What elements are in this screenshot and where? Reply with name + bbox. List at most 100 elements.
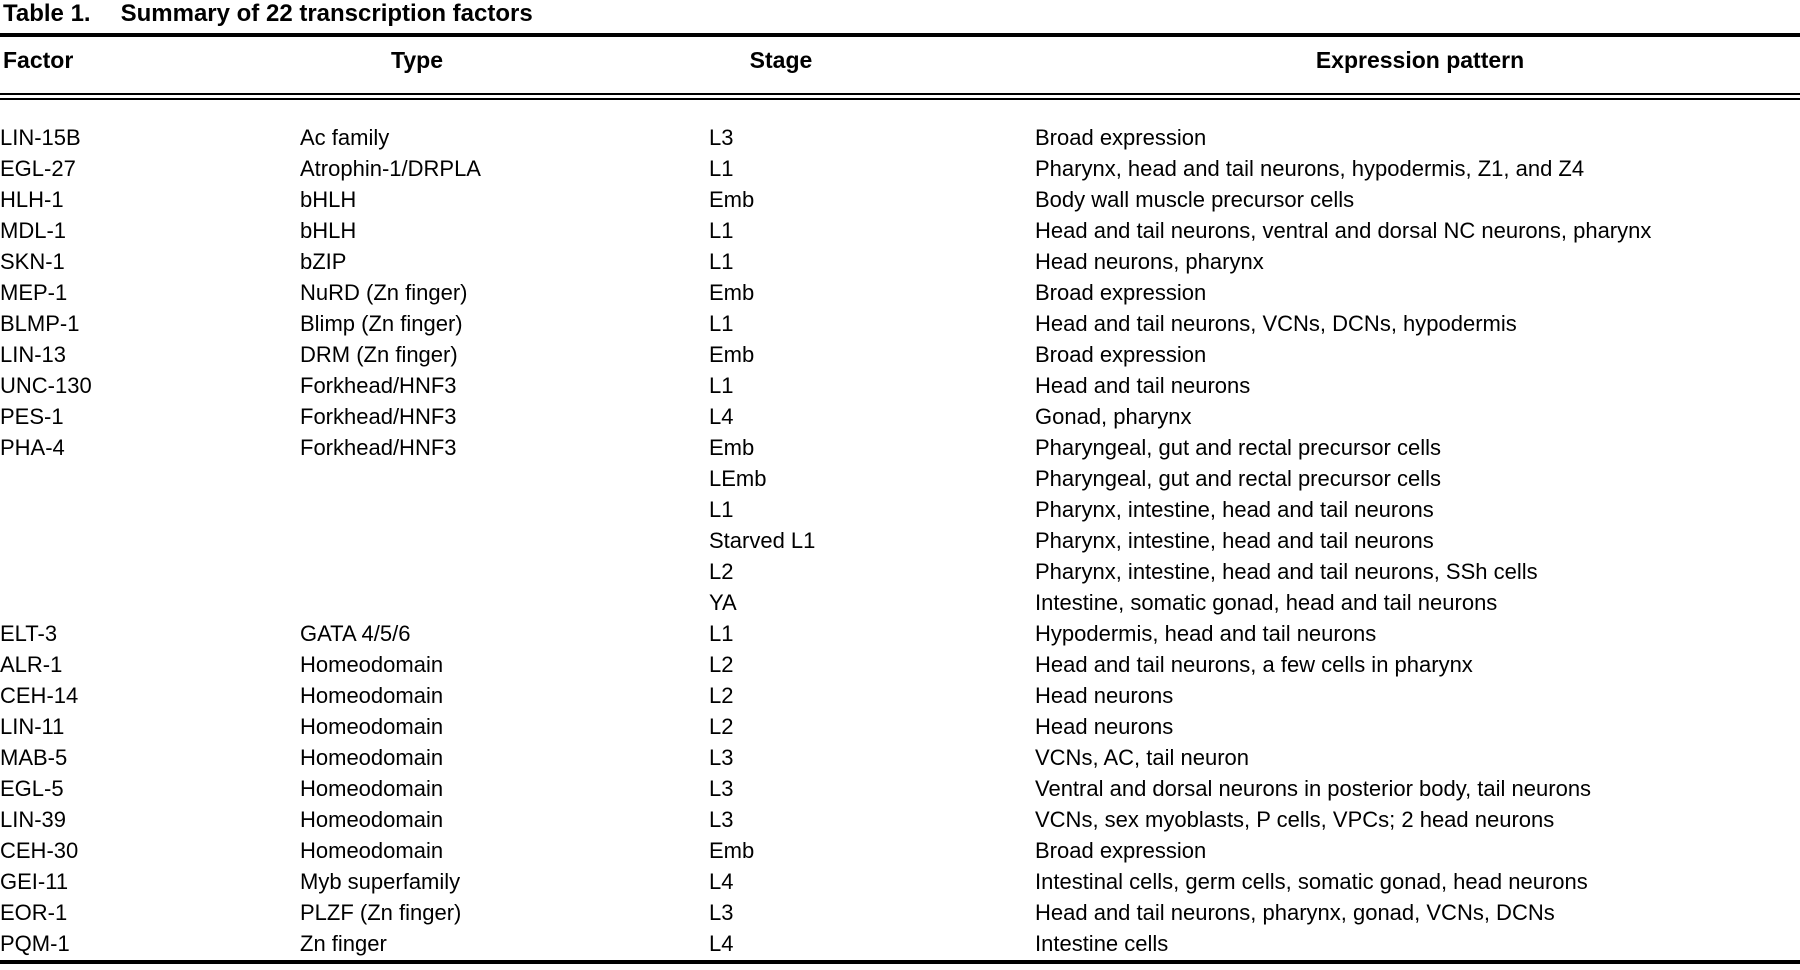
- table-row: MAB-5 Homeodomain L3 VCNs, AC, tail neur…: [0, 742, 1800, 773]
- cell-factor: CEH-30: [0, 838, 79, 863]
- cell-type: Homeodomain: [300, 745, 444, 770]
- cell-factor: GEI-11: [0, 869, 69, 894]
- cell-expression: Broad expression: [1035, 125, 1207, 150]
- cell-factor: HLH-1: [0, 187, 64, 212]
- cell-stage: L2: [709, 652, 734, 677]
- table-row: HLH-1 bHLH Emb Body wall muscle precurso…: [0, 184, 1800, 215]
- table-row: LIN-13 DRM (Zn finger) Emb Broad express…: [0, 339, 1800, 370]
- cell-expression: Broad expression: [1035, 838, 1207, 863]
- cell-type: Zn finger: [300, 931, 387, 956]
- cell-stage: Emb: [709, 187, 755, 212]
- table-row: CEH-30 Homeodomain Emb Broad expression: [0, 835, 1800, 866]
- cell-type: Forkhead/HNF3: [300, 404, 457, 429]
- cell-expression: Head neurons: [1035, 683, 1174, 708]
- cell-stage: L3: [709, 745, 734, 770]
- cell-factor: LIN-13: [0, 342, 67, 367]
- table-row: YA Intestine, somatic gonad, head and ta…: [0, 587, 1800, 618]
- column-header-type: Type: [391, 47, 443, 73]
- column-header-stage: Stage: [749, 47, 813, 73]
- cell-type: [300, 587, 709, 618]
- cell-stage: YA: [709, 590, 737, 615]
- cell-type: [300, 494, 709, 525]
- cell-factor: CEH-14: [0, 683, 79, 708]
- cell-type: [300, 463, 709, 494]
- cell-type: Homeodomain: [300, 652, 444, 677]
- cell-expression: Intestine, somatic gonad, head and tail …: [1035, 590, 1498, 615]
- table-body: LIN-15B Ac family L3 Broad expression EG…: [0, 122, 1800, 959]
- cell-stage: L4: [709, 869, 734, 894]
- table-row: ELT-3 GATA 4/5/6 L1 Hypodermis, head and…: [0, 618, 1800, 649]
- table-row: PQM-1 Zn finger L4 Intestine cells: [0, 928, 1800, 959]
- cell-factor: EGL-27: [0, 156, 76, 181]
- table-row: GEI-11 Myb superfamily L4 Intestinal cel…: [0, 866, 1800, 897]
- cell-stage: LEmb: [709, 466, 767, 491]
- cell-stage: L1: [709, 373, 734, 398]
- table-number-label: Table 1.: [3, 0, 91, 27]
- cell-expression: VCNs, sex myoblasts, P cells, VPCs; 2 he…: [1035, 807, 1555, 832]
- table-row: LEmb Pharyngeal, gut and rectal precurso…: [0, 463, 1800, 494]
- cell-factor: LIN-15B: [0, 125, 81, 150]
- table-row: PHA-4 Forkhead/HNF3 Emb Pharyngeal, gut …: [0, 432, 1800, 463]
- cell-type: Forkhead/HNF3: [300, 373, 457, 398]
- cell-stage: L2: [709, 683, 734, 708]
- cell-type: GATA 4/5/6: [300, 621, 411, 646]
- cell-type: Homeodomain: [300, 714, 444, 739]
- cell-expression: Pharynx, intestine, head and tail neuron…: [1035, 559, 1538, 584]
- cell-factor: [0, 463, 300, 494]
- cell-type: Homeodomain: [300, 807, 444, 832]
- cell-expression: Pharyngeal, gut and rectal precursor cel…: [1035, 466, 1441, 491]
- table-row: BLMP-1 Blimp (Zn finger) L1 Head and tai…: [0, 308, 1800, 339]
- table-row: MDL-1 bHLH L1 Head and tail neurons, ven…: [0, 215, 1800, 246]
- cell-expression: Intestinal cells, germ cells, somatic go…: [1035, 869, 1588, 894]
- top-rule-divider: [0, 33, 1800, 37]
- cell-stage: L2: [709, 714, 734, 739]
- cell-factor: ALR-1: [0, 652, 63, 677]
- cell-stage: Emb: [709, 838, 755, 863]
- header-rule-divider: [0, 93, 1800, 100]
- cell-factor: MDL-1: [0, 218, 67, 243]
- transcription-factors-table: LIN-15B Ac family L3 Broad expression EG…: [0, 122, 1800, 959]
- cell-expression: Head and tail neurons, pharynx, gonad, V…: [1035, 900, 1555, 925]
- table-header-row: Factor Type Stage Expression pattern: [0, 47, 1800, 77]
- cell-expression: Broad expression: [1035, 342, 1207, 367]
- cell-type: Atrophin-1/DRPLA: [300, 156, 481, 181]
- cell-factor: [0, 556, 300, 587]
- cell-factor: ELT-3: [0, 621, 58, 646]
- cell-factor: LIN-39: [0, 807, 67, 832]
- cell-factor: UNC-130: [0, 373, 92, 398]
- cell-stage: L1: [709, 156, 734, 181]
- cell-factor: [0, 494, 300, 525]
- cell-stage: L4: [709, 404, 734, 429]
- cell-expression: Ventral and dorsal neurons in posterior …: [1035, 776, 1592, 801]
- cell-factor: BLMP-1: [0, 311, 80, 336]
- cell-type: DRM (Zn finger): [300, 342, 458, 367]
- cell-expression: Pharynx, intestine, head and tail neuron…: [1035, 528, 1434, 553]
- cell-stage: Emb: [709, 342, 755, 367]
- cell-factor: PHA-4: [0, 435, 65, 460]
- cell-stage: L3: [709, 807, 734, 832]
- cell-type: Blimp (Zn finger): [300, 311, 463, 336]
- cell-factor: EOR-1: [0, 900, 68, 925]
- cell-expression: Head neurons, pharynx: [1035, 249, 1264, 274]
- table-row: LIN-15B Ac family L3 Broad expression: [0, 122, 1800, 153]
- cell-expression: Head and tail neurons, ventral and dorsa…: [1035, 218, 1652, 243]
- cell-factor: SKN-1: [0, 249, 65, 274]
- cell-stage: L3: [709, 776, 734, 801]
- cell-expression: Pharyngeal, gut and rectal precursor cel…: [1035, 435, 1441, 460]
- table-row: EGL-27 Atrophin-1/DRPLA L1 Pharynx, head…: [0, 153, 1800, 184]
- cell-type: Ac family: [300, 125, 390, 150]
- table-title: Table 1. Summary of 22 transcription fact…: [3, 0, 533, 28]
- cell-stage: Emb: [709, 435, 755, 460]
- cell-stage: Starved L1: [709, 528, 816, 553]
- table-row: UNC-130 Forkhead/HNF3 L1 Head and tail n…: [0, 370, 1800, 401]
- cell-stage: L1: [709, 249, 734, 274]
- cell-type: Homeodomain: [300, 776, 444, 801]
- cell-factor: PQM-1: [0, 931, 70, 956]
- column-header-expression: Expression pattern: [1315, 47, 1525, 73]
- cell-stage: L4: [709, 931, 734, 956]
- table-row: LIN-11 Homeodomain L2 Head neurons: [0, 711, 1800, 742]
- table-row: MEP-1 NuRD (Zn finger) Emb Broad express…: [0, 277, 1800, 308]
- cell-expression: Hypodermis, head and tail neurons: [1035, 621, 1377, 646]
- cell-stage: L2: [709, 559, 734, 584]
